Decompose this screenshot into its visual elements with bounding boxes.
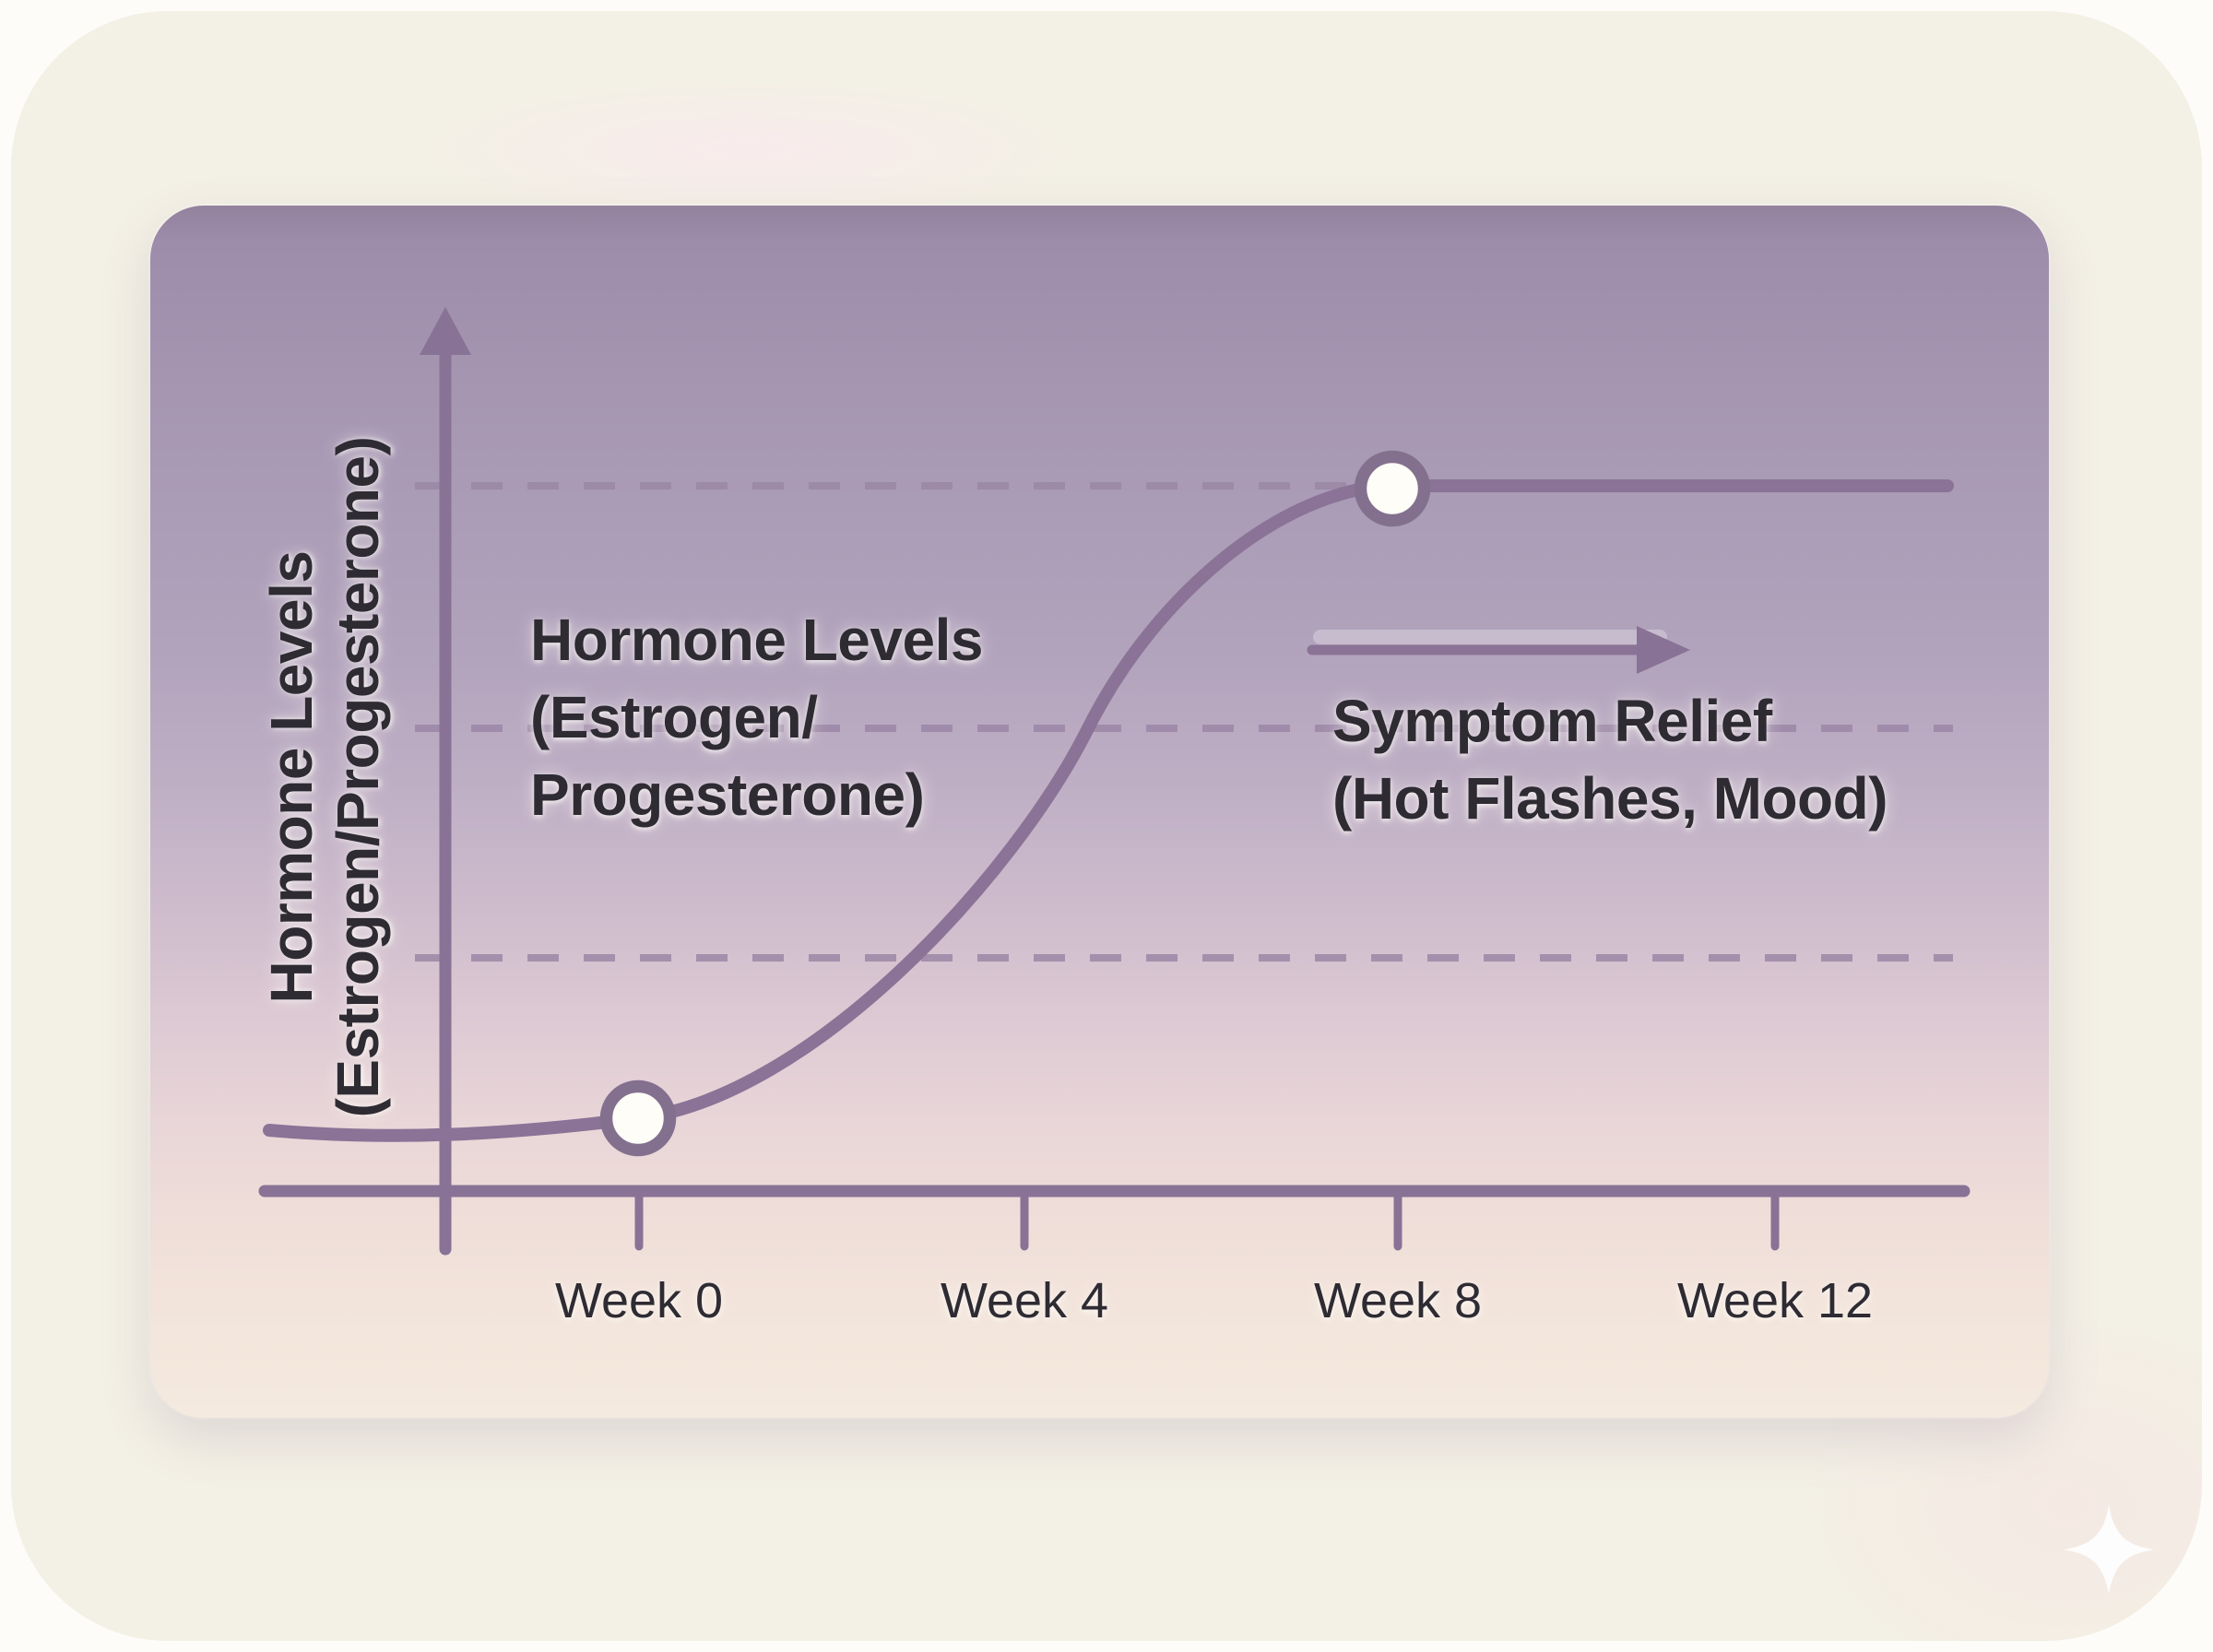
annotation-hormone-levels: Hormone Levels (Estrogen/ Progesterone) bbox=[530, 601, 983, 833]
annotation-hormone-line1: Hormone Levels bbox=[530, 607, 983, 673]
x-label-week-8: Week 8 bbox=[1313, 1273, 1483, 1328]
symptom-relief-right-arrow-icon bbox=[1637, 626, 1690, 674]
x-label-week-0: Week 0 bbox=[554, 1273, 724, 1328]
hormone-level-curve bbox=[263, 479, 1954, 1142]
annotation-hormone-line2: (Estrogen/ bbox=[530, 684, 818, 750]
data-point-week-8 bbox=[1354, 450, 1431, 527]
y-axis-label-line1: Hormone Levels bbox=[258, 550, 325, 1004]
x-label-week-12: Week 12 bbox=[1676, 1273, 1874, 1328]
data-point-week-0 bbox=[599, 1080, 677, 1157]
sparkle-icon bbox=[2064, 1505, 2154, 1594]
chart-card bbox=[150, 206, 2049, 1418]
x-label-week-4: Week 4 bbox=[940, 1273, 1109, 1328]
y-axis-label-line2: (Estrogen/Progesterone) bbox=[325, 436, 391, 1118]
y-axis-up-arrow-icon bbox=[420, 307, 471, 355]
annotation-symptom-line1: Symptom Relief bbox=[1332, 688, 1772, 754]
annotation-symptom-line2: (Hot Flashes, Mood) bbox=[1332, 765, 1888, 832]
annotation-hormone-line3: Progesterone) bbox=[530, 761, 925, 828]
y-axis-label: Hormone Levels (Estrogen/Progesterone) bbox=[258, 437, 391, 1118]
annotation-symptom-relief: Symptom Relief (Hot Flashes, Mood) bbox=[1332, 682, 1888, 837]
